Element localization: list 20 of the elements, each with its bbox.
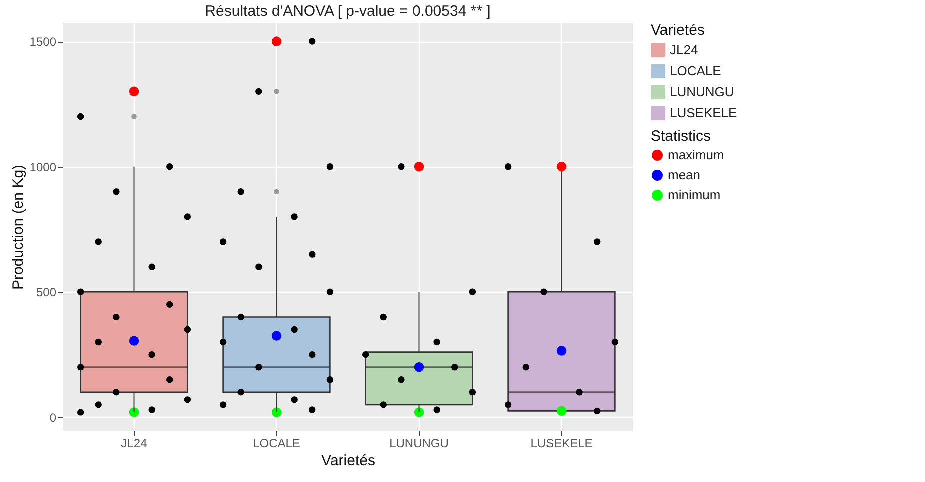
legend-label: mean	[668, 168, 701, 182]
y-tick-label: 1500	[30, 35, 57, 50]
y-tick-label: 500	[36, 286, 57, 300]
x-tick-label: JL24	[121, 436, 148, 450]
category-label: LUNUNGU	[670, 84, 734, 100]
category-label: JL24	[670, 42, 698, 58]
legend-label: maximum	[668, 148, 724, 162]
legend-label: minimum	[668, 188, 721, 202]
category-label: LOCALE	[670, 64, 722, 78]
x-tick-label: LUSEKELE	[530, 436, 593, 450]
x-tick-label: LUNUNGU	[390, 436, 449, 450]
y-tick-label: 0	[50, 410, 57, 425]
text: Statistics	[651, 128, 712, 145]
y-tick-label: 1000	[30, 160, 57, 174]
y-axis-title: Production (en Kg)	[10, 164, 27, 290]
x-axis-title: Varietés	[322, 452, 376, 470]
x-tick-label: LOCALE	[253, 436, 300, 450]
legend-title: Varietés	[651, 22, 705, 39]
chart-title: Résultats d'ANOVA [ p-value = 0.00534 ** ]	[205, 3, 491, 20]
category-label: LUSEKELE	[670, 106, 738, 120]
